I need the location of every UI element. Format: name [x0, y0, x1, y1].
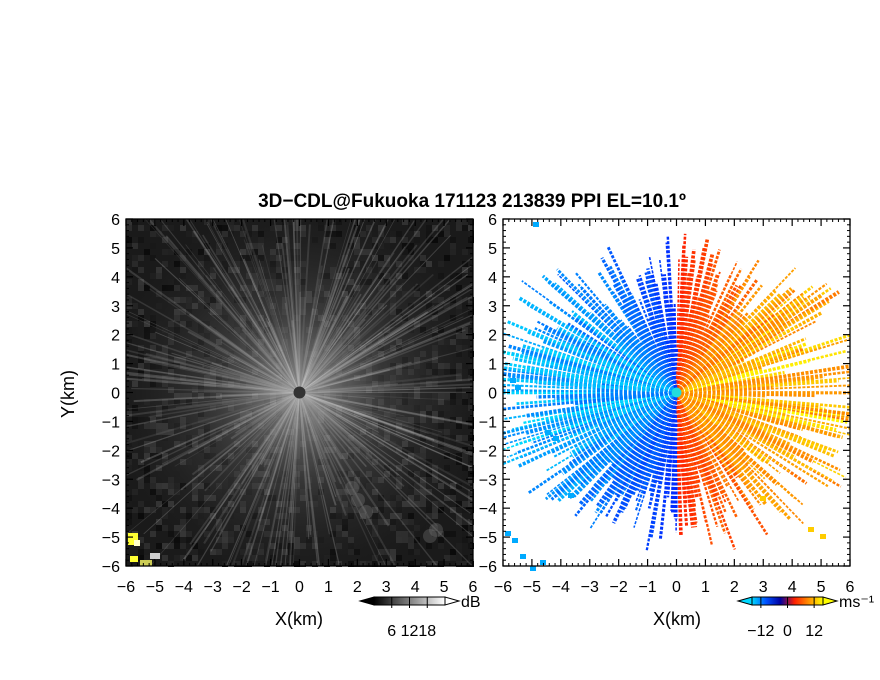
snr-y-tick-label: 5 [111, 241, 120, 258]
snr-y-tick-label: 2 [111, 328, 120, 345]
velocity-x-tick-label: −1 [638, 579, 656, 596]
velocity-returns [503, 233, 850, 552]
snr-corner-returns [128, 533, 160, 566]
velocity-x-tick-label: 2 [730, 579, 739, 596]
snr-y-tick-label: 4 [111, 270, 120, 287]
snr-y-axis-label: Y(km) [58, 370, 78, 418]
velocity-y-tick-label: −1 [479, 414, 497, 431]
snr-y-tick-label: −4 [102, 501, 120, 518]
snr-y-tick-label: 3 [111, 299, 120, 316]
velocity-y-tick-label: 2 [488, 328, 497, 345]
velocity-x-axis-label: X(km) [653, 609, 701, 629]
snr-rays [126, 219, 473, 566]
figure-title: 3D−CDL@Fukuoka 171123 213839 PPI EL=10.1… [258, 191, 686, 212]
velocity-y-tick-label: 0 [488, 386, 497, 403]
snr-x-tick-label: 2 [353, 579, 362, 596]
snr-x-tick-label: −4 [175, 579, 193, 596]
velocity-x-tick-label: 1 [701, 579, 710, 596]
velocity-colorbar: −12 0 12 ms⁻¹ [736, 594, 874, 640]
snr-x-tick-label: −3 [204, 579, 222, 596]
radar-site-marker [671, 387, 682, 398]
velocity-y-tick-label: 1 [488, 357, 497, 374]
velocity-y-tick-label: −6 [479, 559, 497, 576]
velocity-x-tick-label: 5 [817, 579, 826, 596]
velocity-x-tick-label: −5 [523, 579, 541, 596]
snr-x-tick-label: 4 [411, 579, 420, 596]
snr-colorbar-tick-label: 6 [387, 623, 396, 640]
velocity-x-tick-label: 0 [672, 579, 681, 596]
velocity-y-tick-label: 4 [488, 270, 497, 287]
snr-x-tick-label: 1 [324, 579, 333, 596]
velocity-x-tick-label: −4 [552, 579, 570, 596]
snr-x-tick-label: −1 [261, 579, 279, 596]
snr-x-tick-label: 5 [440, 579, 449, 596]
snr-y-tick-label: −6 [102, 559, 120, 576]
snr-x-tick-label: −6 [117, 579, 135, 596]
snr-x-axis-label: X(km) [275, 609, 323, 629]
velocity-y-tick-label: −3 [479, 472, 497, 489]
velocity-y-tick-label: −4 [479, 501, 497, 518]
velocity-x-tick-label: 3 [759, 579, 768, 596]
velocity-ticks: −6 −5 −4 −3 −2 −1 0 1 2 3 4 5 6 −6 −5 −4 −3 −2 −1 0 1 2 3 4 5 6 [479, 212, 855, 596]
velocity-x-tick-label: −2 [610, 579, 628, 596]
snr-colorbar-low-arrow [358, 596, 375, 606]
snr-x-tick-label: −5 [146, 579, 164, 596]
snr-y-tick-label: 6 [111, 212, 120, 229]
snr-y-tick-label: −3 [102, 472, 120, 489]
velocity-colorbar-high-arrow [822, 596, 839, 606]
velocity-colorbar-low-arrow [736, 596, 753, 606]
velocity-colorbar-tick-label: 12 [805, 623, 823, 640]
snr-x-tick-label: 3 [382, 579, 391, 596]
snr-x-tick-label: −2 [233, 579, 251, 596]
snr-x-tick-label: 0 [295, 579, 304, 596]
radar-site-marker [293, 386, 306, 399]
velocity-colorbar-tick-label: 0 [783, 623, 792, 640]
snr-y-tick-label: −2 [102, 443, 120, 460]
velocity-y-tick-label: −2 [479, 443, 497, 460]
snr-y-tick-label: 0 [111, 386, 120, 403]
snr-image [126, 219, 474, 567]
snr-clutter [345, 481, 443, 543]
velocity-image [503, 222, 850, 571]
snr-y-tick-label: −1 [102, 414, 120, 431]
velocity-x-tick-label: 6 [846, 579, 855, 596]
velocity-y-tick-label: −5 [479, 530, 497, 547]
snr-y-tick-label: −5 [102, 530, 120, 547]
velocity-colorbar-tick-label: −12 [747, 623, 774, 640]
velocity-y-tick-label: 6 [488, 212, 497, 229]
snr-colorbar-tick-label: 12 [401, 623, 419, 640]
velocity-x-tick-label: −6 [494, 579, 512, 596]
snr-y-tick-label: 1 [111, 357, 120, 374]
snr-colorbar-tick-label: 18 [418, 623, 436, 640]
snr-colorbar-unit: dB [461, 594, 481, 611]
velocity-colorbar-unit: ms⁻¹ [839, 594, 874, 611]
velocity-y-tick-label: 3 [488, 299, 497, 316]
snr-colorbar: 6 12 18 dB [358, 594, 481, 640]
snr-x-tick-label: 6 [469, 579, 478, 596]
velocity-x-tick-label: −3 [581, 579, 599, 596]
velocity-x-tick-label: 4 [788, 579, 797, 596]
snr-colorbar-high-arrow [444, 596, 461, 606]
velocity-y-tick-label: 5 [488, 241, 497, 258]
snr-ticks: −6 −5 −4 −3 −2 −1 0 1 2 3 4 5 6 −6 −5 −4 −3 −2 −1 0 1 2 3 4 5 6 [102, 212, 478, 596]
velocity-outliers [505, 222, 826, 571]
